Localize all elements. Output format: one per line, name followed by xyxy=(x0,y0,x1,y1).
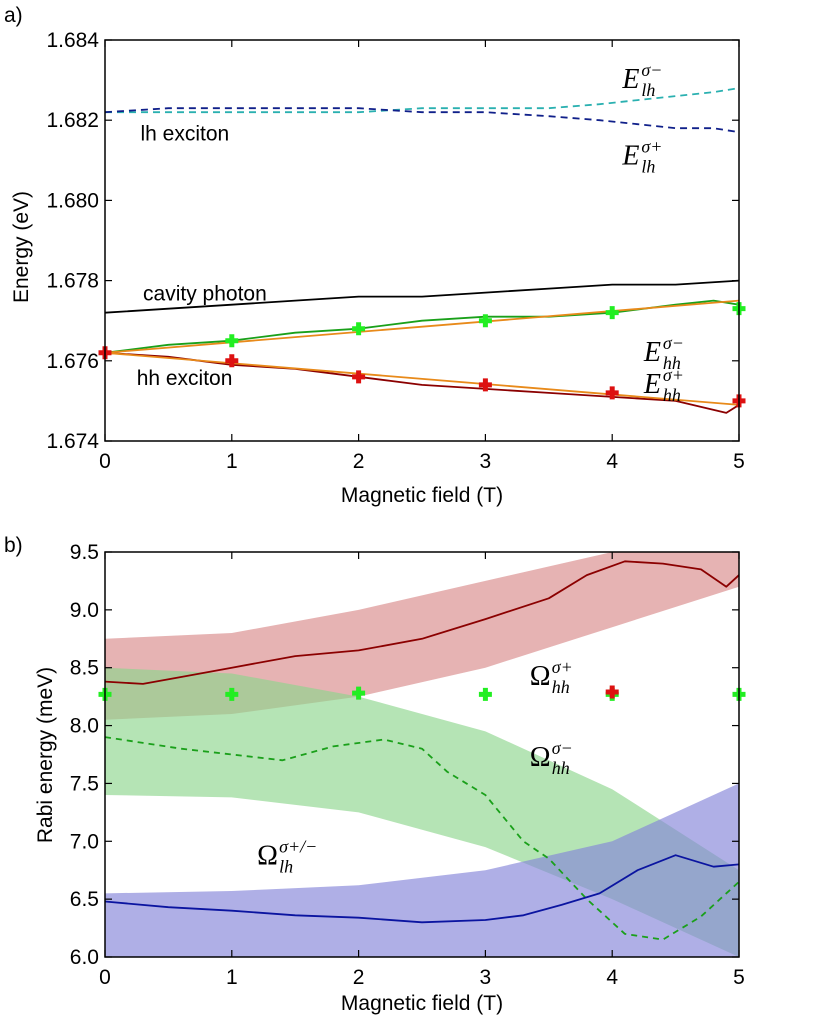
svg-text:E: E xyxy=(643,369,661,400)
panel-a-marker-8-4 xyxy=(605,386,619,400)
panel-a-x-tick-label-1: 1 xyxy=(226,450,238,473)
svg-text:σ+: σ+ xyxy=(641,136,662,156)
panel-b-y-tick-label-7: 9.5 xyxy=(70,541,99,564)
panel-a-series-0 xyxy=(105,87,739,114)
panel-b-y-tick-label-0: 6.0 xyxy=(70,946,99,969)
panel-a-y-axis-title: Energy (eV) xyxy=(10,191,33,303)
svg-text:σ−: σ− xyxy=(663,333,684,353)
panel-b: b) 0 1 2 3 4 56.06.57.07.58.08.59.09.5Ω σ+hhΩ σ… xyxy=(4,534,746,1015)
panel-a-x-tick-label-0: 0 xyxy=(99,450,111,473)
svg-text:σ+: σ+ xyxy=(552,657,573,677)
panel-a-marker-7-0 xyxy=(225,334,239,348)
svg-text:σ+/−: σ+/− xyxy=(279,836,317,856)
panel-b-label: b) xyxy=(4,534,23,557)
panel-a-annotation-1: cavity photon xyxy=(143,283,267,306)
panel-b-series-2 xyxy=(105,854,739,924)
panel-a-series-2 xyxy=(105,279,739,314)
panel-b-y-tick-label-6: 9.0 xyxy=(70,599,99,622)
panel-a-annotation-2: hh exciton xyxy=(137,367,233,390)
panel-a-annotation-0: lh exciton xyxy=(141,122,230,145)
panel-a-y-tick-label-1: 1.676 xyxy=(46,350,99,373)
panel-b-x-tick-label-1: 1 xyxy=(226,966,238,989)
panel-b-y-tick-label-2: 7.0 xyxy=(70,830,99,853)
panel-a-x-tick-label-5: 5 xyxy=(733,450,745,473)
svg-text:Ω: Ω xyxy=(530,742,551,773)
panel-b-y-tick-label-4: 8.0 xyxy=(70,715,99,738)
svg-text:lh: lh xyxy=(641,80,655,100)
panel-b-marker-4-0 xyxy=(605,685,619,699)
panel-a-marker-7-3 xyxy=(605,306,619,320)
panel-b-y-axis-title: Rabi energy (meV) xyxy=(34,667,57,843)
svg-text:Ω: Ω xyxy=(530,661,551,692)
svg-text:Ω: Ω xyxy=(257,840,278,871)
panel-a-x-axis-title: Magnetic field (T) xyxy=(341,484,503,507)
svg-text:σ+: σ+ xyxy=(663,365,684,385)
panel-b-y-tick-label-5: 8.5 xyxy=(70,657,99,680)
panel-b-x-tick-label-0: 0 xyxy=(99,966,111,989)
svg-text:hh: hh xyxy=(552,677,570,697)
svg-text:hh: hh xyxy=(663,353,681,373)
panel-a-marker-8-2 xyxy=(352,370,366,384)
panel-a-x-tick-label-4: 4 xyxy=(606,450,618,473)
panel-a-x-tick-label-3: 3 xyxy=(480,450,492,473)
panel-a-y-tick-label-4: 1.682 xyxy=(46,109,99,132)
svg-text:E: E xyxy=(643,337,661,368)
panel-a-series-1 xyxy=(105,107,739,134)
panel-a-marker-7-1 xyxy=(352,322,366,336)
panel-b-x-tick-label-4: 4 xyxy=(606,966,618,989)
panel-b-x-tick-label-3: 3 xyxy=(480,966,492,989)
svg-text:hh: hh xyxy=(552,758,570,778)
panel-b-x-axis-title: Magnetic field (T) xyxy=(341,992,503,1015)
panel-b-band-0 xyxy=(105,552,739,720)
svg-text:lh: lh xyxy=(279,856,293,876)
panel-a-label: a) xyxy=(4,4,23,27)
svg-text:E: E xyxy=(621,64,639,95)
panel-b-y-tick-label-3: 7.5 xyxy=(70,772,99,795)
panel-a-y-tick-label-2: 1.678 xyxy=(46,270,99,293)
panel-b-x-tick-label-2: 2 xyxy=(353,966,365,989)
svg-text:E: E xyxy=(621,140,639,171)
panel-b-x-tick-label-5: 5 xyxy=(733,966,745,989)
svg-text:σ−: σ− xyxy=(641,60,662,80)
panel-a-y-tick-label-3: 1.680 xyxy=(46,189,99,212)
panel-b-y-tick-label-1: 6.5 xyxy=(70,888,99,911)
panel-a-y-tick-label-5: 1.684 xyxy=(46,29,99,52)
panel-a-y-tick-label-0: 1.674 xyxy=(46,430,99,453)
panel-a-series-5 xyxy=(105,299,739,354)
panel-a-series-6 xyxy=(105,351,739,406)
panel-b-frame xyxy=(104,551,740,958)
panel-b-marker-3-1 xyxy=(225,687,239,701)
panel-a-marker-8-1 xyxy=(225,354,239,368)
panel-b-series-1 xyxy=(105,736,739,941)
panel-b-marker-3-3 xyxy=(478,687,492,701)
panel-a-series-3 xyxy=(105,299,739,354)
panel-a: a) 0 1 2 3 4 5 1.674 1.676 1.678 1.680 1.682 1.684 l… xyxy=(4,4,746,507)
panel-a-marker-7-2 xyxy=(478,314,492,328)
panel-b-series-0 xyxy=(105,560,739,685)
panel-a-marker-8-3 xyxy=(478,378,492,392)
svg-text:lh: lh xyxy=(641,156,655,176)
panel-b-marker-3-2 xyxy=(352,686,366,700)
panel-a-x-tick-label-2: 2 xyxy=(353,450,365,473)
svg-text:hh: hh xyxy=(663,385,681,405)
panel-a-series-4 xyxy=(105,351,739,414)
panel-a-frame xyxy=(104,39,740,442)
svg-text:σ−: σ− xyxy=(552,738,573,758)
